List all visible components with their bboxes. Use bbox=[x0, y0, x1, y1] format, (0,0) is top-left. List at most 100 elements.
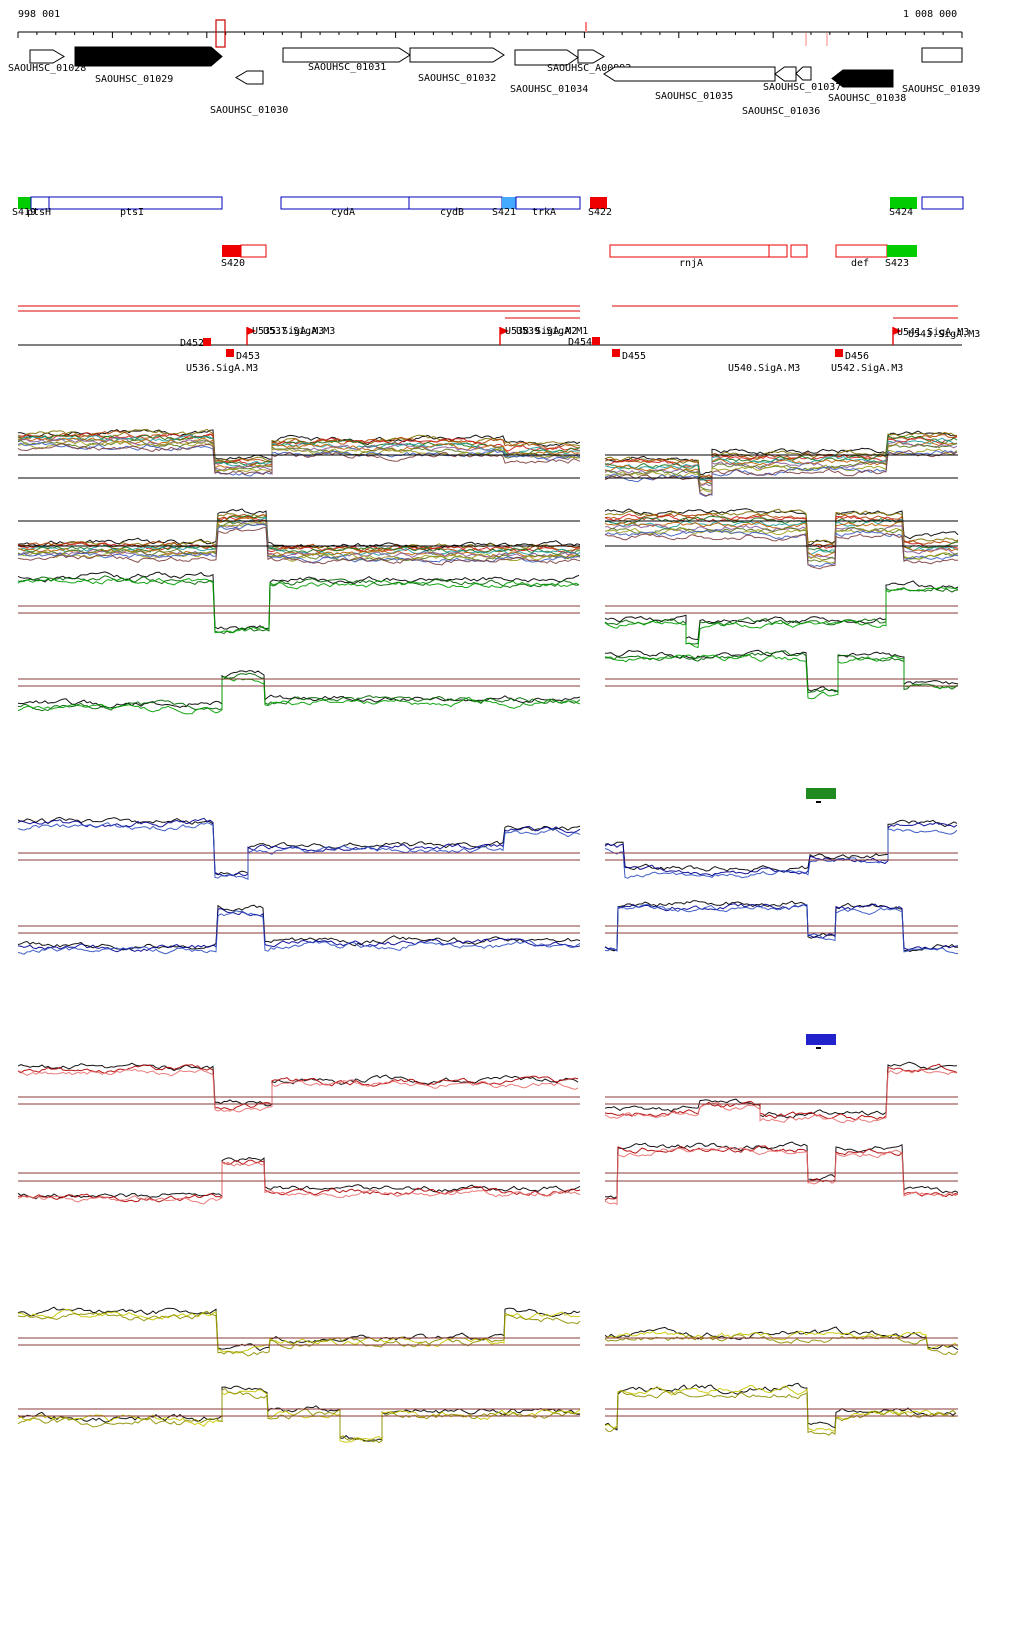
ruler-start-coordinate: 998 001 bbox=[18, 9, 61, 20]
gene-SAOUHSC_01038[interactable] bbox=[831, 69, 894, 88]
sample-blue-rev-series-1 bbox=[604, 903, 959, 951]
sample-green-rev-series-2 bbox=[17, 676, 581, 715]
gene-label: SAOUHSC_01038 bbox=[828, 93, 906, 104]
coverage-pool-fwd-series-6 bbox=[17, 437, 581, 470]
sample-yellow-rev-series-2 bbox=[17, 1387, 581, 1444]
sample-green-fwd-series-2 bbox=[17, 577, 580, 634]
ruler-red-marker bbox=[215, 19, 226, 48]
feature-rnjA[interactable] bbox=[609, 244, 770, 258]
tss-label: U541.SigA.M3 bbox=[897, 327, 969, 338]
feature-S420-solid[interactable] bbox=[222, 245, 241, 257]
coverage-pool-fwd-series-6 bbox=[604, 440, 958, 485]
ruler-end-coordinate: 1 008 000 bbox=[903, 9, 958, 20]
sample-red-fwd-series-0 bbox=[604, 1061, 958, 1119]
feature-ptsI[interactable] bbox=[48, 196, 223, 210]
feature-S419[interactable] bbox=[18, 197, 31, 209]
U535-flag[interactable] bbox=[247, 327, 256, 335]
feature-unnamed-blue[interactable] bbox=[921, 196, 964, 210]
sample-red-fwd-series-0 bbox=[17, 1062, 579, 1107]
tss-label: U535.SigA.M3 bbox=[252, 326, 324, 337]
gene-SAOUHSC_01035[interactable] bbox=[603, 66, 776, 82]
terminator-D452[interactable] bbox=[203, 338, 211, 346]
sample-yellow-rev-series-2 bbox=[604, 1389, 957, 1436]
sample-red-rev-series-1 bbox=[604, 1145, 959, 1201]
feature-S423[interactable] bbox=[887, 245, 917, 257]
coverage-pool-fwd-series-5 bbox=[17, 434, 581, 468]
gene-SAOUHSC_01028[interactable] bbox=[29, 49, 65, 64]
gene-SAOUHSC_01037[interactable] bbox=[795, 66, 812, 81]
sample-red-rev-series-0 bbox=[17, 1157, 581, 1200]
gene-label: SAOUHSC_01032 bbox=[418, 73, 496, 84]
feature-label: S424 bbox=[889, 207, 913, 218]
gene-label: SAOUHSC_01039 bbox=[902, 84, 980, 95]
tss-label: U543.SigA.M3 bbox=[908, 329, 980, 340]
gene-label: SAOUHSC_01029 bbox=[95, 74, 173, 85]
gene-label: SAOUHSC_01035 bbox=[655, 91, 733, 102]
terminator-D456[interactable] bbox=[835, 349, 843, 357]
gene-SAOUHSC_A00992[interactable] bbox=[577, 49, 605, 64]
gene-SAOUHSC_01039[interactable] bbox=[921, 47, 963, 63]
sample-red-rev-series-2 bbox=[604, 1146, 959, 1206]
gene-SAOUHSC_01029[interactable] bbox=[74, 46, 223, 67]
sample-yellow-fwd-series-1 bbox=[17, 1308, 581, 1354]
sample-blue-fwd-series-2 bbox=[17, 822, 581, 880]
feature-rnjA-3[interactable] bbox=[790, 244, 808, 258]
feature-label: cydA bbox=[331, 207, 355, 218]
feature-rnjA-2[interactable] bbox=[768, 244, 788, 258]
gene-label: SAOUHSC_01037 bbox=[763, 82, 841, 93]
gene-SAOUHSC_01032[interactable] bbox=[409, 47, 505, 63]
terminator-D455[interactable] bbox=[612, 349, 620, 357]
feature-label: S421 bbox=[492, 207, 516, 218]
sample-blue-fwd-series-0 bbox=[604, 819, 958, 873]
gene-label: SAOUHSC_01030 bbox=[210, 105, 288, 116]
sample-red-rev-series-2 bbox=[17, 1161, 581, 1205]
gene-label: SAOUHSC_01036 bbox=[742, 106, 820, 117]
coverage-pool-rev-series-10 bbox=[604, 529, 959, 568]
scale-marker-green bbox=[806, 788, 836, 799]
coverage-pool-rev-series-11 bbox=[17, 526, 581, 566]
feature-S422[interactable] bbox=[590, 197, 607, 209]
sample-blue-rev-series-2 bbox=[17, 910, 581, 955]
feature-S421[interactable] bbox=[502, 197, 516, 209]
sample-green-rev-series-1 bbox=[17, 672, 581, 712]
gene-SAOUHSC_01034[interactable] bbox=[514, 49, 579, 66]
gene-SAOUHSC_01031[interactable] bbox=[282, 47, 411, 63]
tss-label: U539.SigA.M1 bbox=[516, 326, 588, 337]
coverage-pool-fwd-series-4 bbox=[604, 435, 958, 485]
tss-label: D454 bbox=[568, 337, 592, 348]
coverage-pool-rev-series-5 bbox=[605, 518, 959, 555]
sample-red-fwd-series-2 bbox=[17, 1068, 579, 1113]
sample-blue-fwd-series-2 bbox=[604, 828, 958, 879]
sample-green-fwd-series-1 bbox=[17, 575, 580, 635]
feature-label: trkA bbox=[532, 207, 556, 218]
terminator-D454[interactable] bbox=[592, 337, 600, 345]
gene-label: SAOUHSC_01034 bbox=[510, 84, 588, 95]
U538-flag[interactable] bbox=[500, 327, 509, 335]
coverage-pool-fwd-series-9 bbox=[604, 448, 958, 493]
feature-label: S422 bbox=[588, 207, 612, 218]
U541-flag[interactable] bbox=[893, 327, 902, 335]
coverage-pool-rev-series-11 bbox=[604, 532, 958, 570]
gene-SAOUHSC_01030[interactable] bbox=[235, 70, 264, 85]
sample-green-fwd-series-0 bbox=[604, 580, 959, 641]
tss-label: D455 bbox=[622, 351, 646, 362]
sample-yellow-fwd-series-2 bbox=[17, 1310, 581, 1357]
feature-label: S423 bbox=[885, 258, 909, 269]
sample-red-fwd-series-2 bbox=[604, 1067, 958, 1124]
scale-marker-blue-tick bbox=[816, 1047, 821, 1049]
terminator-D453[interactable] bbox=[226, 349, 234, 357]
feature-trkA[interactable] bbox=[515, 196, 581, 210]
coverage-pool-fwd-series-7 bbox=[604, 440, 958, 487]
sample-blue-fwd-series-1 bbox=[17, 817, 581, 877]
feature-S424[interactable] bbox=[890, 197, 917, 209]
feature-S420-open[interactable] bbox=[240, 244, 267, 258]
sample-yellow-rev-series-0 bbox=[604, 1382, 957, 1431]
gene-label: SAOUHSC_01028 bbox=[8, 63, 86, 74]
gene-SAOUHSC_01036[interactable] bbox=[774, 66, 797, 82]
sample-yellow-rev-series-1 bbox=[604, 1384, 957, 1432]
sample-blue-rev-series-0 bbox=[604, 900, 958, 953]
feature-def[interactable] bbox=[835, 244, 888, 258]
sample-red-rev-series-0 bbox=[604, 1141, 959, 1199]
feature-label: S419 bbox=[12, 207, 36, 218]
